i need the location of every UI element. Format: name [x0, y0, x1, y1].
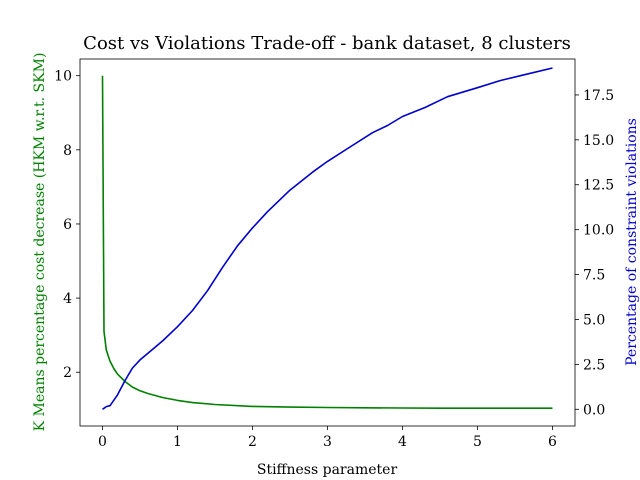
left-y-tick-label: 8	[63, 143, 72, 159]
x-axis-title: Stiffness parameter	[257, 462, 398, 478]
plot-frame	[79, 58, 576, 427]
x-tick-label: 5	[473, 434, 482, 450]
left-y-tick-label: 10	[54, 69, 72, 85]
right-y-axis-title: Percentage of constraint violations	[624, 118, 640, 366]
series-line-violations	[102, 67, 553, 410]
right-y-tick-label: 5.0	[583, 312, 605, 328]
left-y-tick-label: 6	[63, 217, 72, 233]
x-tick-label: 0	[98, 434, 107, 450]
right-y-tick-label: 15.0	[583, 133, 614, 149]
x-tick-label: 2	[248, 434, 257, 450]
right-y-tick-label: 7.5	[583, 268, 605, 284]
right-y-tick-label: 17.5	[583, 88, 614, 104]
right-y-tick-label: 12.5	[583, 178, 614, 194]
chart-title: Cost vs Violations Trade-off - bank data…	[83, 33, 571, 54]
x-tick-label: 6	[548, 434, 557, 450]
right-y-tick-label: 0.0	[583, 402, 605, 418]
right-y-tick-label: 2.5	[583, 357, 605, 373]
series-line-cost-decrease	[101, 75, 553, 410]
x-tick-label: 4	[398, 434, 407, 450]
plot-area: 0 1 2 3 4 5 6 2 4 6 8 10 0.0 2.5 5.0 7.5 10.0 12.5 15.0 17.…	[54, 58, 614, 450]
left-y-axis-title: K Means percentage cost decrease (HKM w.…	[32, 53, 48, 432]
right-y-tick-label: 10.0	[583, 223, 614, 239]
left-y-tick-label: 4	[63, 291, 72, 307]
x-tick-label: 3	[323, 434, 332, 450]
left-y-tick-label: 2	[63, 365, 72, 381]
x-tick-label: 1	[173, 434, 182, 450]
